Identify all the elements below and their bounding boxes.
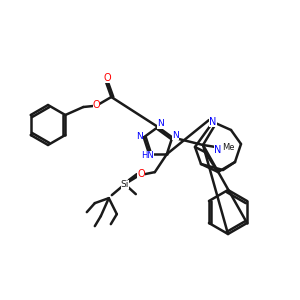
Text: O: O [103, 73, 111, 83]
Text: N: N [214, 145, 222, 155]
Text: HN: HN [141, 151, 154, 160]
Text: N: N [136, 132, 143, 141]
Text: O: O [137, 169, 145, 179]
Text: N: N [172, 131, 178, 140]
Text: Si: Si [121, 180, 129, 189]
Text: O: O [92, 100, 100, 110]
Text: N: N [209, 117, 217, 127]
Text: N: N [157, 119, 164, 128]
Text: Me: Me [222, 143, 234, 152]
